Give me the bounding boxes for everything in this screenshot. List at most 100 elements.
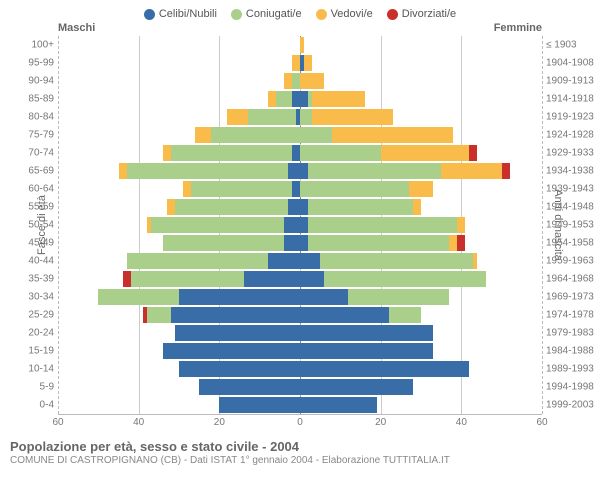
age-label: 80-84 xyxy=(16,112,54,123)
bar-segment-female xyxy=(300,289,348,305)
legend-item: Coniugati/e xyxy=(231,8,302,20)
birth-year-label: 1949-1953 xyxy=(546,220,596,231)
bar-segment-female xyxy=(449,235,457,251)
bar-segment-female xyxy=(300,361,469,377)
bar-segment-male xyxy=(227,109,247,125)
bar-row: 65-691934-1938 xyxy=(58,162,542,180)
bar-segment-male xyxy=(219,397,300,413)
bar-segment-male xyxy=(179,361,300,377)
birth-year-label: 1954-1958 xyxy=(546,238,596,249)
bar-row: 35-391964-1968 xyxy=(58,270,542,288)
age-label: 15-19 xyxy=(16,346,54,357)
bar-row: 15-191984-1988 xyxy=(58,342,542,360)
age-label: 55-59 xyxy=(16,202,54,213)
bar-segment-male xyxy=(211,127,300,143)
bar-segment-male xyxy=(163,343,300,359)
bar-segment-female xyxy=(413,199,421,215)
x-tick: 40 xyxy=(133,417,144,428)
bar-row: 20-241979-1983 xyxy=(58,324,542,342)
header-male: Maschi xyxy=(58,22,300,34)
legend-swatch xyxy=(231,9,242,20)
birth-year-label: 1984-1988 xyxy=(546,346,596,357)
age-label: 95-99 xyxy=(16,58,54,69)
x-tick: 60 xyxy=(52,417,63,428)
bar-segment-male xyxy=(292,73,300,89)
bar-segment-female xyxy=(381,145,470,161)
bar-segment-female xyxy=(300,127,332,143)
bar-row: 55-591944-1948 xyxy=(58,198,542,216)
bar-segment-male xyxy=(268,253,300,269)
legend-label: Vedovi/e xyxy=(331,8,373,20)
bar-segment-female xyxy=(332,127,453,143)
bar-segment-male xyxy=(163,145,171,161)
bar-segment-female xyxy=(308,217,457,233)
age-label: 35-39 xyxy=(16,274,54,285)
x-tick: 60 xyxy=(536,417,547,428)
bar-segment-female xyxy=(300,307,389,323)
birth-year-label: 1904-1908 xyxy=(546,58,596,69)
bar-row: 10-141989-1993 xyxy=(58,360,542,378)
bar-segment-male xyxy=(163,235,284,251)
age-label: 60-64 xyxy=(16,184,54,195)
bar-segment-female xyxy=(300,271,324,287)
bar-segment-female xyxy=(308,199,413,215)
bar-segment-male xyxy=(284,73,292,89)
age-label: 90-94 xyxy=(16,76,54,87)
birth-year-label: 1999-2003 xyxy=(546,400,596,411)
birth-year-label: 1934-1938 xyxy=(546,166,596,177)
legend-label: Coniugati/e xyxy=(246,8,302,20)
birth-year-label: 1914-1918 xyxy=(546,94,596,105)
age-label: 30-34 xyxy=(16,292,54,303)
age-label: 20-24 xyxy=(16,328,54,339)
bar-row: 90-941909-1913 xyxy=(58,72,542,90)
bar-row: 25-291974-1978 xyxy=(58,306,542,324)
age-label: 0-4 xyxy=(16,400,54,411)
bar-segment-male xyxy=(288,199,300,215)
bar-row: 30-341969-1973 xyxy=(58,288,542,306)
bar-segment-female xyxy=(300,217,308,233)
age-label: 5-9 xyxy=(16,382,54,393)
age-label: 70-74 xyxy=(16,148,54,159)
bar-segment-female xyxy=(320,253,473,269)
population-pyramid-chart: Celibi/Nubili Coniugati/e Vedovi/e Divorzia… xyxy=(0,0,600,472)
age-label: 50-54 xyxy=(16,220,54,231)
bar-segment-male xyxy=(268,91,276,107)
birth-year-label: 1909-1913 xyxy=(546,76,596,87)
bar-segment-male xyxy=(147,217,151,233)
legend-label: Celibi/Nubili xyxy=(159,8,217,20)
bar-segment-male xyxy=(175,325,300,341)
bar-row: 45-491954-1958 xyxy=(58,234,542,252)
birth-year-label: 1994-1998 xyxy=(546,382,596,393)
birth-year-label: 1959-1963 xyxy=(546,256,596,267)
bar-segment-female xyxy=(300,91,308,107)
bar-segment-male xyxy=(98,289,179,305)
bar-segment-male xyxy=(127,163,288,179)
bar-row: 60-641939-1943 xyxy=(58,180,542,198)
bar-segment-female xyxy=(441,163,502,179)
bar-segment-male xyxy=(123,271,131,287)
bar-segment-female xyxy=(300,379,413,395)
bar-segment-male xyxy=(292,145,300,161)
age-label: 40-44 xyxy=(16,256,54,267)
bar-segment-female xyxy=(308,163,441,179)
bar-segment-female xyxy=(304,55,312,71)
birth-year-label: 1919-1923 xyxy=(546,112,596,123)
bar-row: 80-841919-1923 xyxy=(58,108,542,126)
bar-segment-female xyxy=(457,217,465,233)
age-label: 45-49 xyxy=(16,238,54,249)
bar-segment-female xyxy=(300,253,320,269)
legend-item: Celibi/Nubili xyxy=(144,8,217,20)
legend-label: Divorziati/e xyxy=(402,8,456,20)
bar-segment-male xyxy=(292,181,300,197)
x-tick: 0 xyxy=(297,417,303,428)
gridline xyxy=(542,36,543,414)
bar-segment-female xyxy=(348,289,449,305)
bar-segment-female xyxy=(300,73,324,89)
age-label: 75-79 xyxy=(16,130,54,141)
bar-segment-female xyxy=(469,145,477,161)
bar-row: 50-541949-1953 xyxy=(58,216,542,234)
bar-row: 85-891914-1918 xyxy=(58,90,542,108)
bar-segment-female xyxy=(300,163,308,179)
bar-segment-male xyxy=(167,199,175,215)
age-label: 10-14 xyxy=(16,364,54,375)
